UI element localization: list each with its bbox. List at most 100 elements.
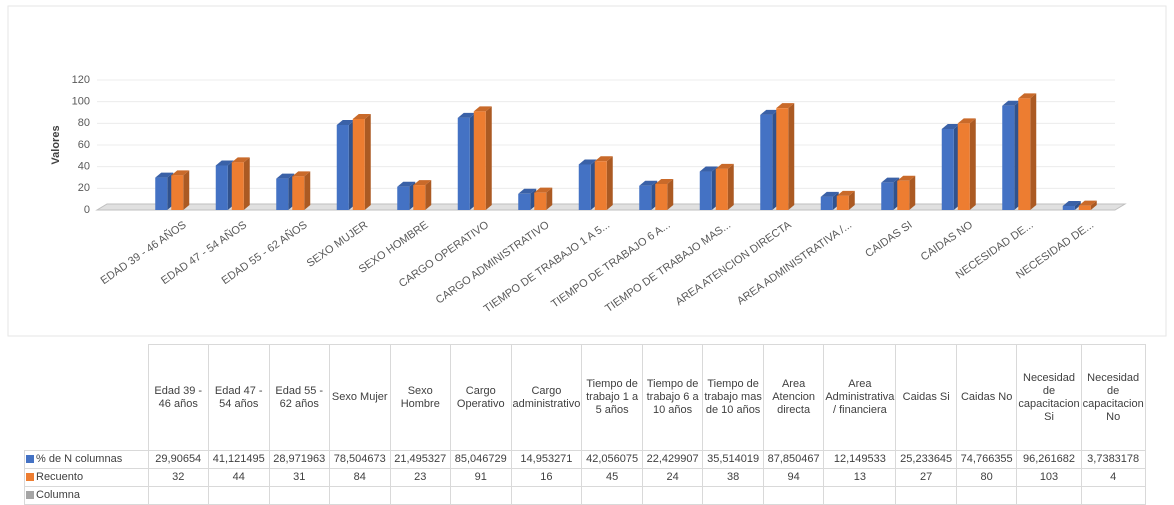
cell-text: Necesidad de capacitacion No [1082, 371, 1144, 423]
value-cell: 28,971963 [268, 450, 330, 469]
value-cell: 87,850467 [762, 450, 825, 469]
bar [336, 119, 355, 210]
column-header: Edad 39 - 46 años [147, 344, 209, 451]
bar-top [171, 170, 190, 176]
bar [231, 157, 250, 210]
value-cell: 45 [581, 468, 643, 487]
column-header: Cargo administrativo [510, 344, 583, 451]
value-cell: 12,149533 [823, 450, 897, 469]
cell-text: 94 [787, 471, 800, 483]
bar-front [699, 171, 712, 210]
legend-entry: Columna [24, 486, 149, 505]
cell-text: 13 [853, 471, 866, 483]
value-cell [581, 486, 643, 505]
value-cell [1080, 486, 1146, 505]
bar [760, 109, 779, 210]
value-cell: 94 [762, 468, 825, 487]
cell-text: 31 [293, 471, 306, 483]
bar [215, 160, 234, 210]
bar-front [534, 192, 547, 210]
bar-top [1062, 200, 1081, 206]
bar [1078, 200, 1097, 210]
bar-top [836, 190, 855, 196]
value-cell: 29,90654 [147, 450, 209, 469]
cell-text: Tiempo de trabajo 6 a 10 años [646, 378, 699, 416]
cell-text: 25,233645 [900, 453, 953, 465]
cell-text: Cargo Operativo [456, 384, 505, 410]
cell-text: Sexo Hombre [400, 384, 440, 410]
cell-text: Edad 47 - 54 años [214, 384, 263, 410]
cell-text: 91 [474, 471, 487, 483]
y-axis-label: Valores [50, 125, 62, 164]
cell-text: Caidas Si [902, 391, 950, 403]
bar [1018, 93, 1037, 210]
cell-text: 4 [1110, 471, 1117, 483]
bar-front [655, 184, 668, 210]
bar-front [413, 185, 426, 210]
cell-text: 42,056075 [586, 453, 639, 465]
bar-front [336, 124, 349, 210]
y-tick-label: 60 [78, 139, 90, 151]
bar-top [699, 166, 718, 172]
bar-top [820, 191, 839, 197]
bar-top [155, 172, 174, 178]
cell-text: 96,261682 [1023, 453, 1075, 465]
cell-text: 24 [666, 471, 679, 483]
bar-side [667, 179, 674, 210]
value-cell [329, 486, 391, 505]
bar [836, 190, 855, 210]
y-tick-label: 80 [78, 117, 90, 129]
column-header: Tiempo de trabajo 6 a 10 años [641, 344, 704, 451]
bar-front [352, 119, 365, 210]
bar-top [457, 112, 476, 118]
bar-side [606, 156, 613, 210]
bar [1062, 200, 1081, 210]
column-header: Area Atencion directa [762, 344, 825, 451]
column-header: Tiempo de trabajo 1 a 5 años [581, 344, 643, 451]
value-cell: 84 [329, 468, 391, 487]
bar-front [941, 129, 954, 210]
value-cell [268, 486, 330, 505]
cell-text: 45 [605, 471, 619, 483]
bar [639, 180, 658, 210]
value-cell: 85,046729 [450, 450, 512, 469]
bar-top [231, 157, 250, 163]
cell-text: 21,495327 [394, 453, 447, 465]
bar-top [413, 180, 432, 186]
cell-text: Edad 39 - 46 años [154, 384, 203, 410]
bar-front [1018, 98, 1031, 210]
value-cell: 42,056075 [581, 450, 643, 469]
value-cell: 27 [895, 468, 957, 487]
value-cell [955, 486, 1018, 505]
table-row: Edad 39 - 46 años Edad 47 - 54 años Edad 5… [25, 344, 1146, 451]
bar [776, 103, 795, 210]
cell-text: 28,971963 [273, 453, 326, 465]
bar [578, 159, 597, 210]
bar-front [776, 108, 789, 210]
cell-text: Edad 55 - 62 años [275, 384, 324, 410]
column-header: Edad 47 - 54 años [208, 344, 270, 451]
cell-text: 16 [540, 471, 553, 483]
value-cell: 21,495327 [389, 450, 451, 469]
column-header: Caidas No [955, 344, 1018, 451]
bar-top [397, 181, 416, 187]
value-cell: 80 [955, 468, 1018, 487]
bar-top [594, 156, 613, 162]
bar-front [836, 195, 849, 210]
value-cell: 41,121495 [208, 450, 270, 469]
bar-front [155, 177, 168, 210]
value-cell [389, 486, 451, 505]
bar-front [473, 111, 486, 210]
cell-text: 87,850467 [767, 453, 820, 465]
bar-front [957, 123, 970, 210]
bar-top [1002, 100, 1021, 106]
bar [897, 175, 916, 210]
cell-text: 74,766355 [960, 453, 1013, 465]
value-cell: 74,766355 [955, 450, 1018, 469]
bar-front [171, 175, 184, 210]
bar-top [518, 188, 537, 194]
value-cell: 3,7383178 [1080, 450, 1146, 469]
cell-text: 22,429907 [646, 453, 699, 465]
bar [518, 188, 537, 210]
